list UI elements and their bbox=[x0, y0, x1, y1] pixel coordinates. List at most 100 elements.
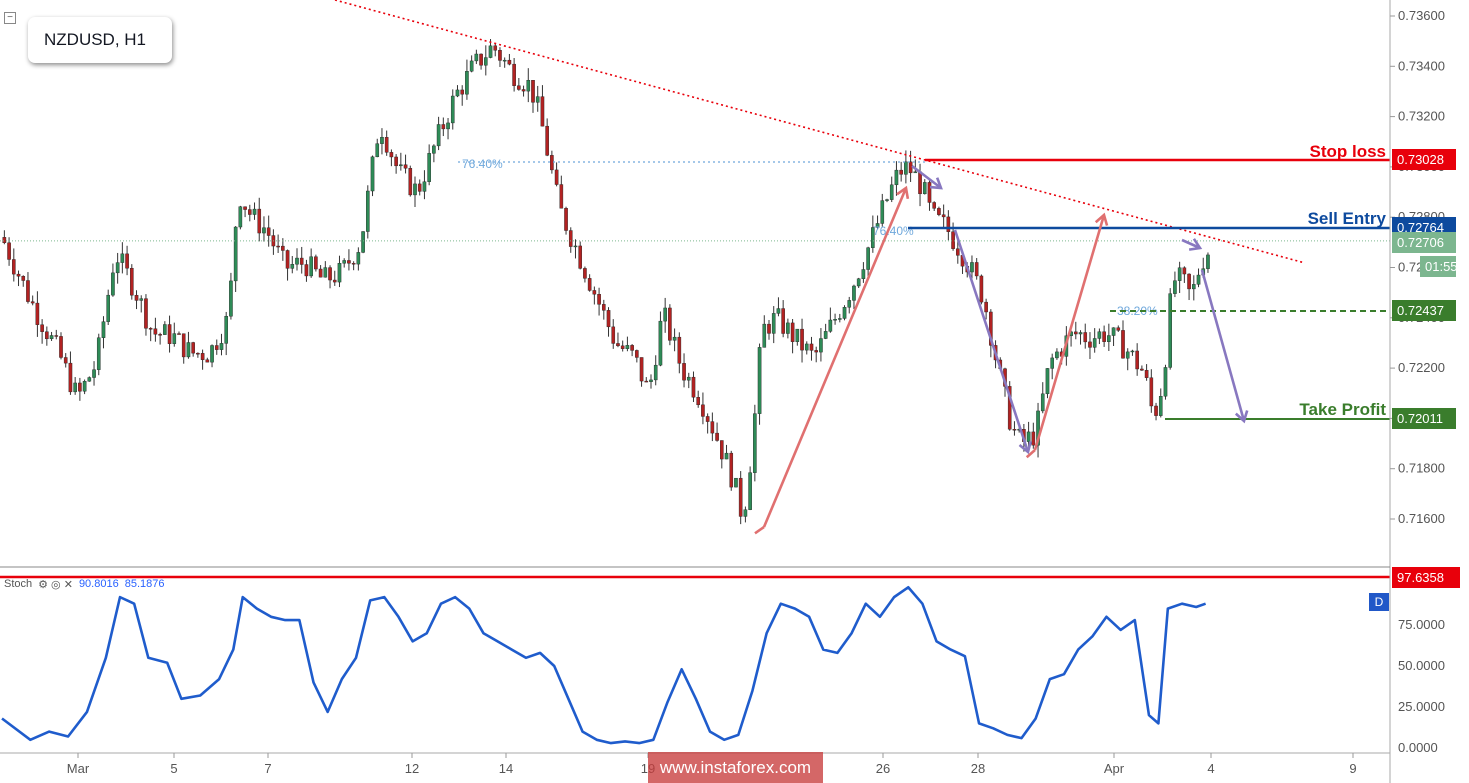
candle-body bbox=[635, 350, 639, 358]
stoch-overbought-tag: 97.6358 bbox=[1392, 567, 1460, 588]
candle-body bbox=[210, 345, 214, 363]
candle-body bbox=[568, 230, 573, 247]
candles bbox=[2, 39, 1210, 525]
candle-body bbox=[337, 263, 342, 283]
candle-body bbox=[658, 320, 663, 366]
candle-body bbox=[1135, 350, 1139, 370]
arrow-tail bbox=[754, 525, 765, 535]
candle-body bbox=[224, 315, 229, 344]
candle-body bbox=[918, 171, 922, 195]
candle-body bbox=[82, 381, 87, 392]
candle-body bbox=[630, 345, 634, 351]
candle-body bbox=[578, 245, 582, 269]
candle-body bbox=[686, 376, 691, 381]
candle-body bbox=[1187, 273, 1191, 290]
candle-body bbox=[323, 267, 328, 278]
candle-body bbox=[974, 262, 979, 277]
candle-body bbox=[342, 260, 347, 264]
candle-body bbox=[158, 334, 162, 336]
y-tick-label: 0.71600 bbox=[1398, 511, 1445, 526]
candle-body bbox=[87, 377, 92, 382]
candle-body bbox=[26, 280, 30, 302]
candle-body bbox=[488, 45, 493, 58]
candle-body bbox=[786, 322, 790, 334]
candle-body bbox=[762, 323, 767, 348]
candle-body bbox=[696, 397, 700, 406]
candle-body bbox=[417, 183, 422, 192]
candle-body bbox=[59, 336, 63, 358]
candle-body bbox=[535, 96, 540, 103]
candle-body bbox=[743, 509, 748, 517]
candle-body bbox=[125, 253, 129, 269]
candle-body bbox=[493, 45, 498, 51]
candle-body bbox=[40, 324, 44, 332]
candle-body bbox=[871, 227, 875, 248]
candle-body bbox=[73, 382, 77, 393]
arrow-head bbox=[929, 177, 943, 190]
candle-body bbox=[205, 359, 210, 363]
candle-body bbox=[1158, 396, 1163, 416]
candle-body bbox=[484, 57, 488, 66]
stoch-legend[interactable]: Stoch ⚙ ◎ ✕ 90.8016 85.1876 bbox=[4, 578, 164, 591]
candle-body bbox=[587, 278, 592, 291]
x-tick-label: 28 bbox=[971, 761, 985, 776]
candle-body bbox=[904, 161, 908, 175]
candle-body bbox=[21, 276, 26, 281]
candle-body bbox=[11, 259, 16, 275]
candle-body bbox=[927, 182, 932, 203]
candle-body bbox=[554, 169, 559, 185]
arrow-head bbox=[1018, 441, 1032, 455]
candle-body bbox=[720, 440, 724, 460]
candle-body bbox=[1196, 274, 1201, 285]
candle-body bbox=[479, 53, 483, 66]
stoch-tick-label: 75.0000 bbox=[1398, 617, 1445, 632]
candle-body bbox=[299, 257, 304, 265]
candle-body bbox=[1177, 267, 1182, 281]
candle-body bbox=[441, 124, 446, 130]
candle-body bbox=[290, 264, 295, 269]
candle-body bbox=[819, 338, 823, 353]
stoch-settings-icon[interactable]: ⚙ ◎ ✕ bbox=[38, 579, 73, 591]
candle-body bbox=[790, 322, 795, 342]
candle-body bbox=[446, 122, 450, 130]
candle-body bbox=[214, 345, 219, 350]
candle-body bbox=[120, 253, 125, 263]
candle-body bbox=[502, 59, 507, 62]
candle-body bbox=[49, 335, 54, 340]
candle-body bbox=[1102, 331, 1106, 342]
candle-body bbox=[715, 432, 719, 441]
candle-body bbox=[550, 155, 554, 171]
candle-body bbox=[139, 298, 144, 301]
candle-body bbox=[366, 190, 370, 232]
x-tick-label: 5 bbox=[170, 761, 177, 776]
candle-body bbox=[1092, 338, 1097, 348]
candle-body bbox=[852, 285, 856, 301]
candle-body bbox=[828, 319, 833, 332]
candle-body bbox=[1078, 332, 1083, 335]
candle-body bbox=[1154, 405, 1158, 416]
candle-body bbox=[1111, 327, 1116, 336]
d-badge[interactable]: D bbox=[1369, 593, 1389, 611]
candle-body bbox=[35, 302, 40, 325]
candle-body bbox=[63, 357, 68, 364]
candle-body bbox=[1007, 386, 1012, 430]
symbol-label[interactable]: NZDUSD, H1 bbox=[28, 17, 172, 63]
candle-body bbox=[823, 331, 828, 339]
candle-body bbox=[894, 169, 899, 186]
y-tick-label: 0.73600 bbox=[1398, 8, 1445, 23]
x-tick-label: 26 bbox=[876, 761, 890, 776]
candle-body bbox=[842, 307, 847, 319]
collapse-icon[interactable]: − bbox=[4, 12, 16, 24]
candle-body bbox=[356, 252, 361, 265]
candle-body bbox=[304, 264, 309, 277]
candle-body bbox=[804, 343, 809, 351]
x-tick-label: 12 bbox=[405, 761, 419, 776]
candle-body bbox=[295, 257, 299, 265]
candle-body bbox=[1168, 293, 1172, 368]
candle-body bbox=[507, 59, 512, 65]
candle-body bbox=[1149, 377, 1154, 407]
candle-body bbox=[753, 413, 757, 473]
candle-body bbox=[559, 184, 564, 209]
